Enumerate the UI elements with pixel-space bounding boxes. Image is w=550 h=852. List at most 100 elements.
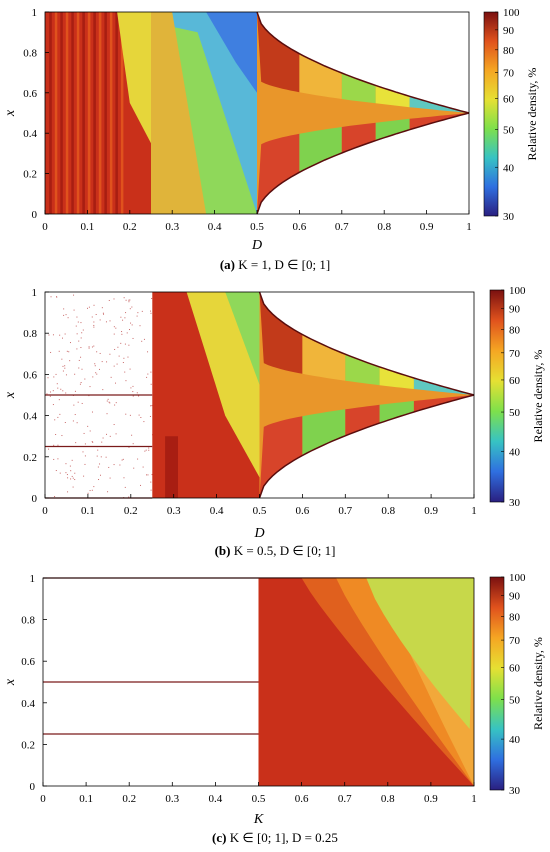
stripe — [99, 12, 102, 214]
x-tick-label: 0.5 — [250, 221, 264, 233]
sparse-point — [56, 297, 57, 298]
sparse-point — [122, 460, 123, 461]
sparse-point — [65, 392, 66, 393]
colorbar-tick-label: 50 — [509, 407, 521, 419]
y-tick-label: 0 — [30, 781, 36, 793]
sparse-point — [110, 478, 111, 479]
sparse-point — [133, 338, 134, 339]
y-axis-label: x — [3, 678, 18, 686]
sparse-point — [109, 354, 110, 355]
sparse-point — [85, 455, 86, 456]
x-axis-label: D — [251, 238, 262, 253]
sparse-point — [62, 338, 63, 339]
sparse-point — [78, 341, 79, 342]
colorbar-tick-label: 50 — [509, 695, 521, 707]
sparse-point — [146, 450, 147, 451]
sparse-point — [143, 467, 144, 468]
colorbar-tick-label: 90 — [503, 25, 515, 37]
sparse-point — [73, 420, 74, 421]
sparse-point — [130, 369, 131, 370]
band-upper — [345, 354, 379, 385]
x-tick-label: 0 — [42, 505, 48, 517]
sparse-point — [57, 445, 58, 446]
x-tick-label: 0.4 — [208, 221, 222, 233]
sparse-point — [92, 376, 93, 377]
sparse-point — [124, 372, 125, 373]
sparse-point — [100, 475, 101, 476]
sparse-point — [129, 329, 130, 330]
sparse-point — [137, 316, 138, 317]
band-upper — [380, 367, 414, 389]
sparse-point — [131, 307, 132, 308]
colorbar-tick-label: 40 — [503, 162, 515, 174]
sparse-point — [83, 476, 84, 477]
sparse-point — [92, 442, 93, 443]
sparse-point — [74, 310, 75, 311]
sparse-point — [111, 377, 112, 378]
sparse-point — [67, 491, 68, 492]
caption-a: (a) K = 1, D ∈ [0; 1] — [0, 257, 550, 273]
sparse-point — [126, 300, 127, 301]
sparse-point — [57, 458, 58, 459]
band-upper — [342, 73, 376, 103]
sparse-point — [90, 386, 91, 387]
sparse-point — [75, 414, 76, 415]
band-lower — [257, 134, 299, 214]
sparse-point — [66, 374, 67, 375]
sparse-point — [151, 384, 152, 385]
y-tick-label: 0.8 — [21, 615, 35, 627]
sparse-point — [128, 345, 129, 346]
x-tick-label: 0.4 — [210, 505, 224, 517]
colorbar-tick-label: 80 — [509, 611, 521, 623]
caption-b: (b) K = 0.5, D ∈ [0; 1] — [0, 543, 550, 559]
sparse-point — [148, 450, 149, 451]
x-tick-label: 0.2 — [122, 793, 136, 805]
sparse-point — [133, 396, 134, 397]
stripe — [49, 12, 52, 214]
sparse-point — [77, 422, 78, 423]
sparse-point — [81, 332, 82, 333]
y-tick-label: 0.6 — [23, 369, 37, 381]
sparse-point — [150, 313, 151, 314]
band-upper — [302, 335, 345, 381]
sparse-point — [129, 299, 130, 300]
sparse-point — [93, 321, 94, 322]
sparse-point — [101, 442, 102, 443]
y-tick-label: 0.8 — [23, 47, 37, 59]
colorbar-label: Relative density, % — [531, 350, 545, 443]
sparse-point — [124, 297, 125, 298]
sparse-point — [57, 383, 58, 384]
sparse-point — [110, 436, 111, 437]
sparse-point — [103, 438, 104, 439]
sparse-point — [132, 391, 133, 392]
sparse-point — [48, 377, 49, 378]
sparse-point — [137, 312, 138, 313]
y-tick-label: 1 — [30, 573, 36, 585]
colorbar-tick-label: 30 — [509, 497, 521, 509]
sparse-point — [53, 334, 54, 335]
sparse-point — [73, 405, 74, 406]
sparse-point — [61, 359, 62, 360]
sparse-point — [63, 371, 64, 372]
sparse-point — [65, 463, 66, 464]
sparse-point — [97, 456, 98, 457]
sparse-point — [147, 474, 148, 475]
stripe — [82, 12, 85, 214]
sparse-point — [70, 478, 71, 479]
sparse-point — [100, 319, 101, 320]
y-axis-label: x — [3, 391, 18, 399]
x-tick-label: 0.6 — [296, 505, 310, 517]
stripe — [66, 12, 69, 214]
sparse-point — [80, 322, 81, 323]
heatmap-a — [45, 12, 469, 214]
sparse-point — [53, 376, 54, 377]
sparse-point — [148, 448, 149, 449]
sparse-point — [73, 478, 74, 479]
stripe — [110, 12, 113, 214]
x-tick-label: 0 — [42, 221, 48, 233]
y-tick-label: 0.4 — [21, 698, 35, 710]
sparse-point — [114, 334, 115, 335]
sparse-point — [60, 473, 61, 474]
colorbar — [490, 577, 504, 790]
sparse-point — [125, 414, 126, 415]
